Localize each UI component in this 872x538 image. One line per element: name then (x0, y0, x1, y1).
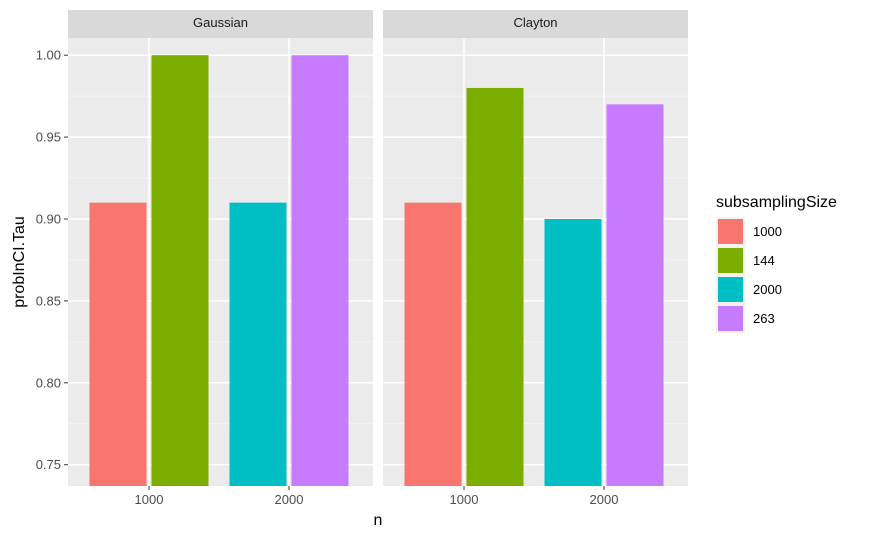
facet-strip-label: Gaussian (193, 15, 248, 30)
legend-swatch-144 (718, 248, 743, 273)
y-axis-title: probInCI.Tau (11, 216, 28, 308)
bar-clayton-n1000-size144 (466, 87, 524, 486)
y-tick-label: 0.95 (36, 130, 61, 145)
legend-label-2000: 2000 (753, 282, 782, 297)
bar-gaussian-n1000-size144 (151, 55, 209, 486)
bar-gaussian-n2000-size2000 (229, 202, 287, 486)
legend-label-144: 144 (753, 253, 775, 268)
y-tick-label: 0.90 (36, 212, 61, 227)
legend: subsamplingSize 1000 144 2000 263 (716, 194, 837, 333)
y-tick-label: 0.75 (36, 457, 61, 472)
legend-swatch-2000 (718, 277, 743, 302)
facet-strip (68, 10, 373, 38)
facet-strip (383, 10, 688, 38)
x-axis: 1000 2000 1000 2000 (135, 486, 619, 507)
facet-panel-gaussian: Gaussian (68, 10, 373, 486)
legend-swatch-1000 (718, 219, 743, 244)
legend-title: subsamplingSize (716, 194, 837, 211)
bar-clayton-n2000-size2000 (544, 219, 602, 486)
facet-panels: Gaussian Clayton (68, 10, 688, 487)
x-tick-label: 1000 (135, 492, 164, 507)
legend-label-1000: 1000 (753, 224, 782, 239)
legend-label-263: 263 (753, 311, 775, 326)
x-tick-label: 1000 (450, 492, 479, 507)
bar-gaussian-n1000-size1000 (89, 202, 147, 486)
y-tick-label: 0.85 (36, 293, 61, 308)
x-tick-label: 2000 (275, 492, 304, 507)
legend-swatch-263 (718, 306, 743, 331)
y-tick-label: 1.00 (36, 48, 61, 63)
facet-panel-clayton: Clayton (383, 10, 688, 487)
y-axis: 0.75 0.80 0.85 0.90 0.95 1.00 (36, 48, 68, 472)
bar-clayton-n2000-size263 (606, 104, 664, 487)
bar-gaussian-n2000-size263 (291, 55, 349, 486)
facet-strip-label: Clayton (513, 15, 557, 30)
x-axis-title: n (374, 512, 383, 529)
x-tick-label: 2000 (590, 492, 619, 507)
bar-clayton-n1000-size1000 (404, 202, 462, 486)
y-tick-label: 0.80 (36, 375, 61, 390)
